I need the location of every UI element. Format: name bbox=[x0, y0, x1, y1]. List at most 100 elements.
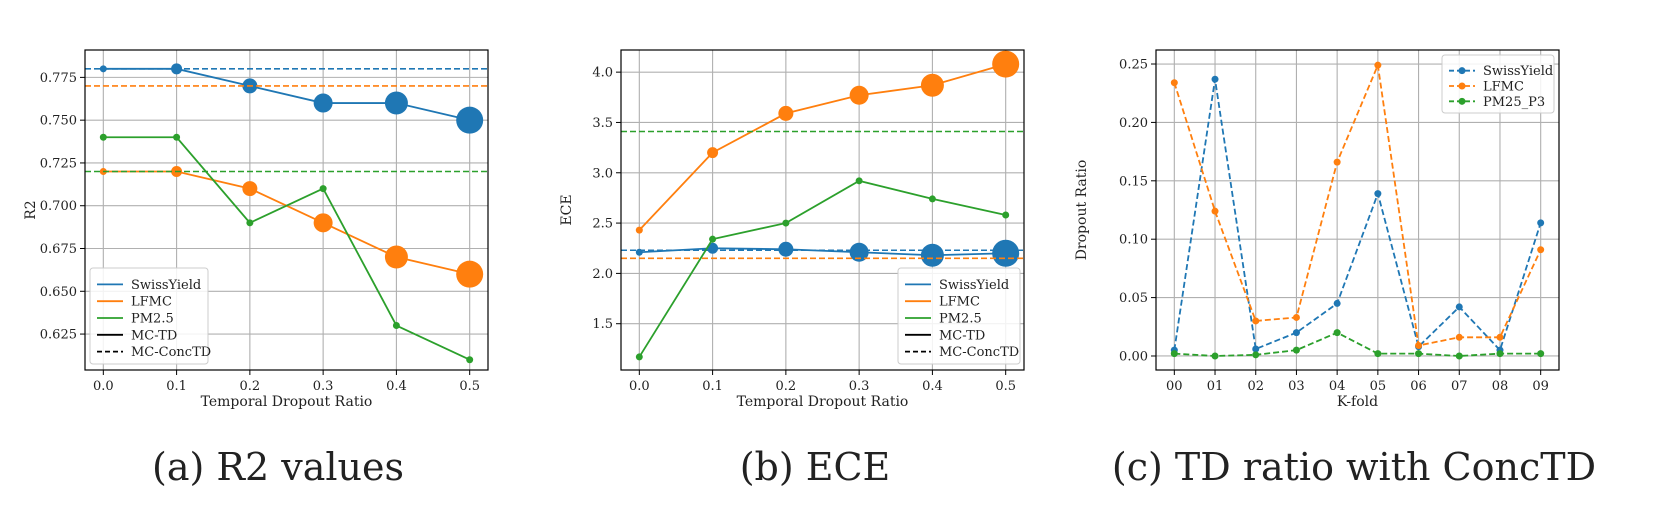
data-point bbox=[1415, 341, 1423, 349]
caption-b: (b) ECE bbox=[740, 445, 891, 489]
y-tick-label: 0.650 bbox=[40, 285, 77, 300]
data-point bbox=[782, 219, 790, 227]
series-pm2-5 bbox=[85, 133, 488, 364]
data-point bbox=[920, 73, 944, 97]
data-point bbox=[1455, 303, 1463, 311]
data-point bbox=[99, 133, 107, 141]
data-point bbox=[319, 185, 327, 193]
data-point bbox=[392, 322, 400, 330]
caption-a: (a) R2 values bbox=[152, 445, 404, 489]
data-point bbox=[1415, 350, 1423, 358]
legend-label: LFMC bbox=[131, 295, 172, 310]
data-point bbox=[778, 241, 794, 257]
plot-frame bbox=[620, 49, 1025, 371]
x-axis-label: K-fold bbox=[1337, 394, 1378, 410]
legend-label: PM2.5 bbox=[939, 312, 982, 327]
data-point bbox=[384, 245, 408, 269]
series-line bbox=[1173, 79, 1542, 352]
data-point bbox=[242, 181, 258, 197]
x-tick-label: 05 bbox=[1370, 379, 1387, 394]
y-axis-label: R2 bbox=[23, 200, 39, 219]
x-tick-label: 02 bbox=[1247, 379, 1264, 394]
panel-a-r2-chart: 0.0 0.1 0.2 0.3 0.4 0.5 0.625 0.650 0.675 0.700 0.… bbox=[23, 49, 489, 410]
data-point bbox=[1292, 313, 1300, 321]
legend-box bbox=[89, 267, 209, 365]
data-point bbox=[1537, 246, 1545, 254]
data-point bbox=[1211, 75, 1219, 83]
y-tick-label: 0.625 bbox=[40, 328, 77, 343]
data-point bbox=[171, 63, 183, 75]
legend: SwissYield LFMC PM2.5MC-TD MC-ConcTD bbox=[897, 267, 1021, 365]
y-tick-label: 0.700 bbox=[40, 199, 77, 214]
data-point bbox=[1292, 329, 1300, 337]
series-line bbox=[638, 179, 1006, 358]
x-axis-label: Temporal Dropout Ratio bbox=[201, 394, 373, 410]
data-point bbox=[992, 239, 1020, 267]
data-point bbox=[313, 213, 333, 233]
panel-c-td-ratio-chart: 00 01 02 03 04 05 06 07 08 09 0.00 0.05 0.10 0.15 0.20… bbox=[1074, 49, 1560, 410]
legend-marker bbox=[1458, 67, 1466, 75]
series-line bbox=[1174, 331, 1541, 357]
legend-box bbox=[897, 267, 1021, 365]
legend-marker bbox=[1458, 82, 1466, 90]
panel-b-ece-chart: 0.0 0.1 0.2 0.3 0.4 0.5 1.5 2.0 2.5 3.0 3.5 4.0 Temp… bbox=[559, 49, 1025, 410]
data-point bbox=[849, 242, 869, 262]
y-tick-label: 0.20 bbox=[1119, 116, 1148, 131]
x-tick-label: 00 bbox=[1166, 379, 1183, 394]
y-axis-label: Dropout Ratio bbox=[1074, 160, 1090, 261]
data-point bbox=[992, 50, 1020, 78]
y-tick-label: 2.5 bbox=[592, 217, 613, 232]
legend-label: SwissYield bbox=[1483, 64, 1553, 79]
series-lfmc bbox=[1170, 61, 1545, 349]
data-point bbox=[928, 195, 936, 203]
series-line bbox=[638, 63, 1006, 231]
data-point bbox=[849, 85, 869, 105]
x-tick-label: 09 bbox=[1532, 379, 1549, 394]
series-line bbox=[103, 67, 470, 122]
y-tick-label: 0.775 bbox=[40, 71, 77, 86]
data-point bbox=[1292, 346, 1300, 354]
series-line bbox=[103, 170, 470, 276]
legend-box bbox=[1441, 54, 1555, 114]
caption-c: (c) TD ratio with ConcTD bbox=[1112, 445, 1596, 489]
legend-label: LFMC bbox=[939, 295, 980, 310]
series-swissyield bbox=[85, 63, 488, 134]
data-point bbox=[1002, 211, 1010, 219]
legend-label: SwissYield bbox=[939, 278, 1009, 293]
data-point bbox=[1537, 219, 1545, 227]
data-point bbox=[1374, 350, 1382, 358]
legend-marker bbox=[1458, 97, 1466, 105]
y-axis-label: ECE bbox=[559, 194, 575, 225]
data-point bbox=[456, 106, 484, 134]
legend-label: MC-ConcTD bbox=[131, 345, 211, 360]
x-tick-label: 0.2 bbox=[240, 379, 261, 394]
data-point bbox=[99, 65, 107, 73]
data-point bbox=[173, 133, 181, 141]
data-point bbox=[920, 243, 944, 267]
data-point bbox=[313, 93, 333, 113]
y-tick-label: 2.0 bbox=[592, 267, 613, 282]
data-point bbox=[466, 356, 474, 364]
data-point bbox=[635, 226, 643, 234]
x-tick-label: 0.1 bbox=[702, 379, 723, 394]
data-point bbox=[1170, 350, 1178, 358]
x-tick-label: 08 bbox=[1492, 379, 1509, 394]
data-point bbox=[1537, 350, 1545, 358]
plot-frame bbox=[1155, 49, 1560, 371]
data-point bbox=[707, 242, 719, 254]
legend-label: SwissYield bbox=[131, 278, 201, 293]
data-point bbox=[456, 260, 484, 288]
data-point bbox=[635, 248, 643, 256]
data-point bbox=[635, 353, 643, 361]
y-tick-label: 3.5 bbox=[592, 116, 613, 131]
data-point bbox=[707, 147, 719, 159]
legend: SwissYield LFMC PM2.5MC-TD MC-ConcTD bbox=[89, 267, 211, 365]
y-tick-label: 0.00 bbox=[1119, 349, 1148, 364]
legend-label: PM25_P3 bbox=[1483, 95, 1545, 110]
x-tick-label: 0.5 bbox=[995, 379, 1016, 394]
series-lfmc bbox=[621, 50, 1024, 260]
x-tick-label: 03 bbox=[1288, 379, 1305, 394]
series-pm25-p3 bbox=[1170, 329, 1545, 360]
y-tick-label: 0.05 bbox=[1119, 291, 1148, 306]
